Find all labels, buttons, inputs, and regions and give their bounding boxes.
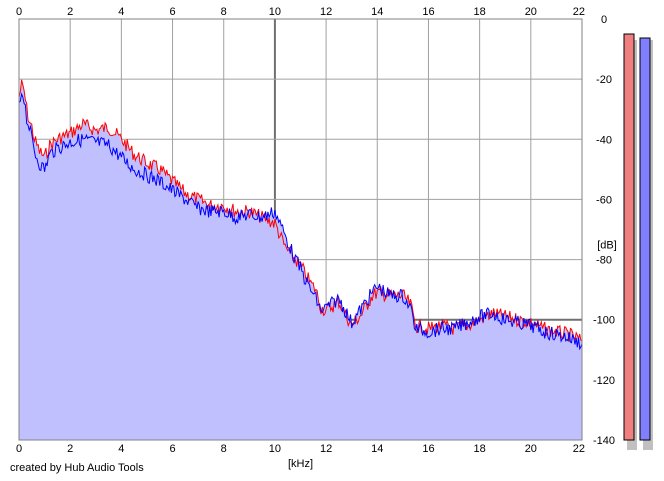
x-tick-label: 20	[525, 443, 537, 455]
y-tick-label: -120	[593, 375, 615, 387]
plot-frame	[18, 18, 583, 441]
x-tick-labels-bottom: 0 2 4 6 8 10 12 14 16 18 20 22	[16, 443, 585, 455]
level-meter-1	[623, 33, 635, 441]
y-tick-label: -40	[596, 134, 612, 146]
x-tick-label: 14	[371, 443, 383, 455]
x-tick-label: 18	[474, 6, 486, 18]
x-tick-label: 16	[422, 443, 434, 455]
x-tick-label: 22	[573, 6, 585, 18]
x-tick-label: 14	[371, 6, 383, 18]
y-tick-label: -20	[596, 74, 612, 86]
x-tick-label: 12	[320, 6, 332, 18]
x-tick-label: 6	[169, 6, 175, 18]
series-lines	[18, 79, 583, 351]
x-tick-label: 18	[474, 443, 486, 455]
spectrum-area-fill	[19, 79, 582, 441]
y-tick-label: -100	[593, 315, 615, 327]
x-tick-labels-top: 0 2 4 6 8 10 12 14 16 18 20 22	[16, 6, 585, 18]
x-tick-label: 4	[118, 443, 124, 455]
x-tick-label: 22	[573, 443, 585, 455]
x-tick-label: 12	[320, 443, 332, 455]
y-tick-label: -80	[596, 255, 612, 267]
x-tick-label: 0	[16, 6, 22, 18]
level-meter-2	[639, 37, 651, 441]
x-tick-label: 0	[16, 443, 22, 455]
x-tick-label: 10	[269, 6, 281, 18]
x-tick-label: 8	[221, 6, 227, 18]
credit-text: created by Hub Audio Tools	[10, 462, 144, 474]
y-tick-label: 0	[601, 14, 607, 26]
x-tick-label: 2	[67, 443, 73, 455]
x-axis-label: [kHz]	[288, 458, 313, 470]
y-tick-label: -60	[596, 194, 612, 206]
x-tick-label: 4	[118, 6, 124, 18]
y-tick-label: -140	[593, 435, 615, 447]
x-tick-label: 16	[422, 6, 434, 18]
y-tick-labels: 0 -20 -40 -60 -80 -100 -120 -140	[593, 14, 615, 447]
series-line-2	[18, 92, 583, 351]
x-tick-label: 8	[221, 443, 227, 455]
level-meters	[623, 33, 653, 450]
x-tick-label: 10	[269, 443, 281, 455]
x-tick-label: 2	[67, 6, 73, 18]
x-tick-label: 6	[169, 443, 175, 455]
x-tick-label: 20	[525, 6, 537, 18]
y-axis-label: [dB]	[597, 240, 617, 252]
